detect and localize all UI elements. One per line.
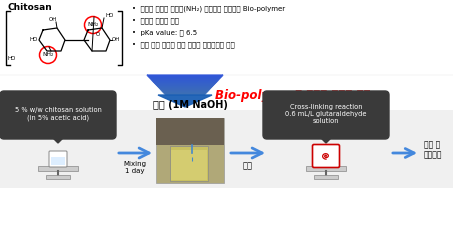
Polygon shape (156, 85, 213, 86)
Text: •  분자내 다량의 아민기(NH₂) 함유하는 양이온성 Bio-polymer: • 분자내 다량의 아민기(NH₂) 함유하는 양이온성 Bio-polymer (132, 5, 285, 12)
Polygon shape (162, 91, 208, 92)
Polygon shape (164, 93, 206, 94)
Text: OH: OH (112, 37, 120, 43)
FancyBboxPatch shape (46, 175, 70, 179)
Text: 세정 및
동결건조: 세정 및 동결건조 (424, 140, 443, 160)
Polygon shape (153, 82, 217, 83)
Text: OH: OH (49, 17, 57, 22)
Text: Mixing
1 day: Mixing 1 day (124, 161, 146, 174)
Polygon shape (158, 95, 212, 107)
Text: 방사 (1M NaOH): 방사 (1M NaOH) (153, 100, 227, 110)
Text: HO: HO (29, 37, 38, 43)
Text: •  원료 정제 과정에 따른 다양한 분자량으로 존재: • 원료 정제 과정에 따른 다양한 분자량으로 존재 (132, 41, 235, 48)
Text: Chitosan: Chitosan (8, 3, 53, 12)
Polygon shape (155, 84, 215, 85)
FancyBboxPatch shape (0, 110, 453, 188)
Text: •  손쉬운 고형화 가능: • 손쉬운 고형화 가능 (132, 17, 179, 24)
Polygon shape (318, 135, 334, 143)
FancyBboxPatch shape (38, 166, 78, 171)
Polygon shape (147, 75, 223, 76)
Text: 세정: 세정 (243, 161, 253, 170)
Text: HO: HO (105, 13, 113, 18)
Polygon shape (151, 79, 219, 81)
FancyBboxPatch shape (314, 175, 338, 179)
FancyBboxPatch shape (156, 118, 224, 183)
FancyArrowPatch shape (119, 148, 149, 158)
FancyBboxPatch shape (170, 146, 208, 181)
FancyBboxPatch shape (156, 118, 224, 145)
Text: •  pKa value: 약 6.5: • pKa value: 약 6.5 (132, 29, 197, 36)
Text: HO: HO (8, 55, 16, 61)
FancyBboxPatch shape (306, 166, 346, 171)
Polygon shape (152, 81, 218, 82)
Polygon shape (150, 78, 220, 79)
Polygon shape (158, 86, 212, 87)
Text: NH₂: NH₂ (87, 23, 99, 27)
Polygon shape (50, 135, 66, 143)
Polygon shape (149, 77, 221, 78)
Polygon shape (148, 76, 222, 77)
Text: O: O (96, 33, 100, 37)
FancyBboxPatch shape (51, 157, 65, 165)
FancyBboxPatch shape (49, 151, 67, 167)
Polygon shape (165, 94, 205, 95)
Text: Cross-linking reaction
0.6 mL/L glutaraldehyde
solution: Cross-linking reaction 0.6 mL/L glutaral… (285, 104, 367, 124)
Polygon shape (159, 88, 210, 89)
Polygon shape (159, 87, 212, 88)
FancyBboxPatch shape (263, 91, 389, 139)
Text: Bio-polymer를 이용한 지지체 제조: Bio-polymer를 이용한 지지체 제조 (215, 88, 371, 102)
FancyArrowPatch shape (231, 148, 262, 158)
FancyBboxPatch shape (0, 91, 116, 139)
Polygon shape (161, 89, 209, 91)
Text: NH₂: NH₂ (43, 52, 53, 58)
FancyBboxPatch shape (313, 145, 339, 167)
FancyArrowPatch shape (393, 148, 414, 157)
Polygon shape (163, 92, 207, 93)
FancyBboxPatch shape (171, 150, 207, 180)
Polygon shape (154, 83, 216, 84)
Text: 5 % w/w chitosan solution
(in 5% acetic acid): 5 % w/w chitosan solution (in 5% acetic … (14, 107, 101, 121)
